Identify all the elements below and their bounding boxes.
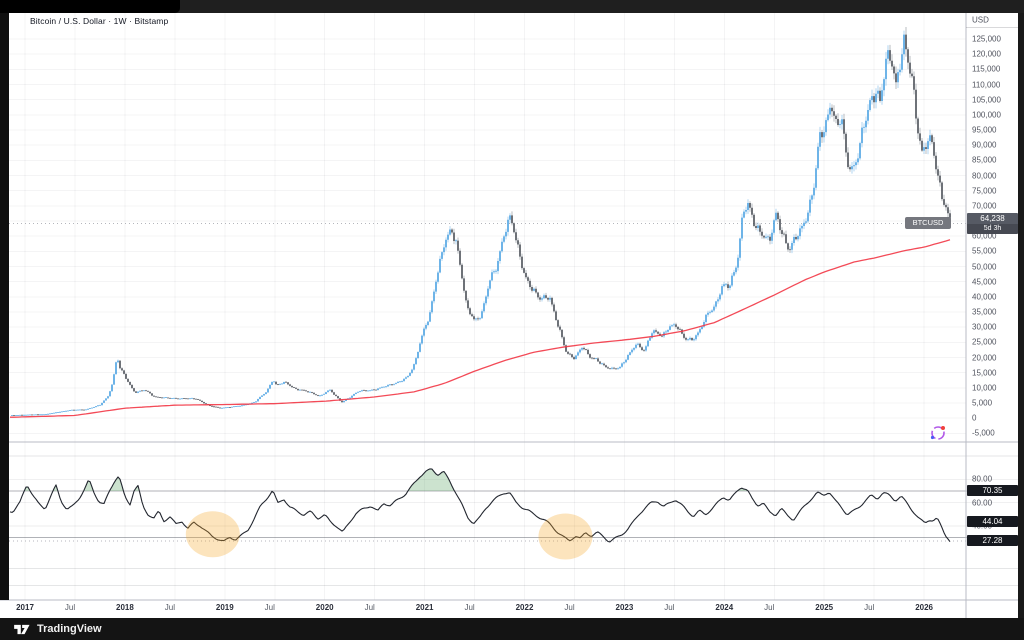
price-axis-unit: USD [972, 15, 989, 25]
window-top-bar [0, 0, 1024, 13]
price-tick: 20,000 [972, 353, 997, 363]
price-tick: 5,000 [972, 398, 993, 408]
time-tick-year: 2022 [515, 603, 534, 612]
rsi-overbought-fill [10, 468, 950, 492]
price-tick: 0 [972, 413, 977, 423]
time-tick-year: 2018 [115, 603, 134, 612]
time-tick-jul: Jul [564, 603, 575, 612]
time-tick-jul: Jul [164, 603, 176, 612]
time-tick-jul: Jul [664, 603, 675, 612]
time-tick-year: 2019 [215, 603, 234, 612]
tradingview-brand-link[interactable]: TradingView [14, 623, 102, 636]
rsi-value-label: 27.28 [967, 535, 1018, 547]
tradingview-brand-text: TradingView [37, 623, 102, 635]
footer-bar: TradingView [0, 618, 1024, 640]
price-tick: 45,000 [972, 277, 997, 287]
symbol-price-line-badge: BTCUSD [905, 217, 951, 229]
ma-line [10, 239, 951, 418]
left-toolbar-collapsed[interactable] [0, 13, 9, 600]
price-tick: 105,000 [972, 95, 1001, 105]
price-tick: 10,000 [972, 383, 997, 393]
time-tick-year: 2021 [415, 603, 434, 612]
time-tick-year: 2026 [915, 603, 933, 612]
last-price-label: 64,238 5d 3h [967, 213, 1018, 234]
price-tick: 40,000 [972, 292, 997, 302]
price-tick: 50,000 [972, 262, 997, 272]
price-tick: 60,000 [972, 231, 997, 241]
oversold-highlight-circle-2 [538, 513, 593, 560]
grid-lines [9, 13, 1018, 600]
price-tick: 85,000 [972, 155, 997, 165]
oversold-highlight-circle-1 [185, 511, 240, 558]
rsi-value-label: 44.04 [967, 515, 1018, 527]
price-tick: 25,000 [972, 337, 997, 347]
price-tick: 70,000 [972, 201, 997, 211]
rsi-line [9, 468, 951, 543]
time-tick-year: 2020 [315, 603, 334, 612]
price-tick: 75,000 [972, 186, 997, 196]
time-tick-jul: Jul [864, 603, 875, 612]
price-tick: 90,000 [972, 140, 997, 150]
bar-countdown: 5d 3h [967, 224, 1018, 234]
time-tick-jul: Jul [64, 603, 76, 612]
price-tick: 35,000 [972, 307, 997, 317]
right-edge-strip [1018, 13, 1024, 618]
time-tick-year: 2025 [815, 603, 834, 612]
window-top-notch [0, 0, 180, 13]
pane-separators [0, 13, 1018, 618]
price-tick: 120,000 [972, 49, 1001, 59]
price-tick: 100,000 [972, 110, 1001, 120]
time-tick-year: 2017 [16, 603, 34, 612]
price-tick: 15,000 [972, 368, 997, 378]
time-tick-jul: Jul [364, 603, 375, 612]
symbol-title[interactable]: Bitcoin / U.S. Dollar · 1W · Bitstamp [30, 16, 169, 26]
price-tick: 95,000 [972, 125, 997, 135]
rsi-tick: 60.00 [972, 498, 993, 508]
time-tick-jul: Jul [264, 603, 275, 612]
price-tick: 125,000 [972, 34, 1001, 44]
price-tick: 80,000 [972, 171, 997, 180]
time-tick-jul: Jul [764, 603, 775, 612]
price-tick: 55,000 [972, 246, 997, 256]
price-tick: -5,000 [972, 428, 995, 438]
rsi-tick: 80.00 [972, 474, 993, 484]
price-tick: 115,000 [972, 64, 1001, 74]
event-marker-icon[interactable] [930, 426, 945, 440]
time-tick-jul: Jul [464, 603, 475, 612]
last-price-value: 64,238 [980, 214, 1005, 223]
price-tick: 30,000 [972, 322, 997, 332]
price-tick: 110,000 [972, 80, 1001, 89]
time-tick-year: 2023 [615, 603, 634, 612]
candlestick-series [11, 27, 951, 416]
tradingview-logo-icon [14, 624, 30, 634]
rsi-value-label: 70.35 [967, 485, 1018, 497]
time-tick-year: 2024 [715, 603, 734, 612]
